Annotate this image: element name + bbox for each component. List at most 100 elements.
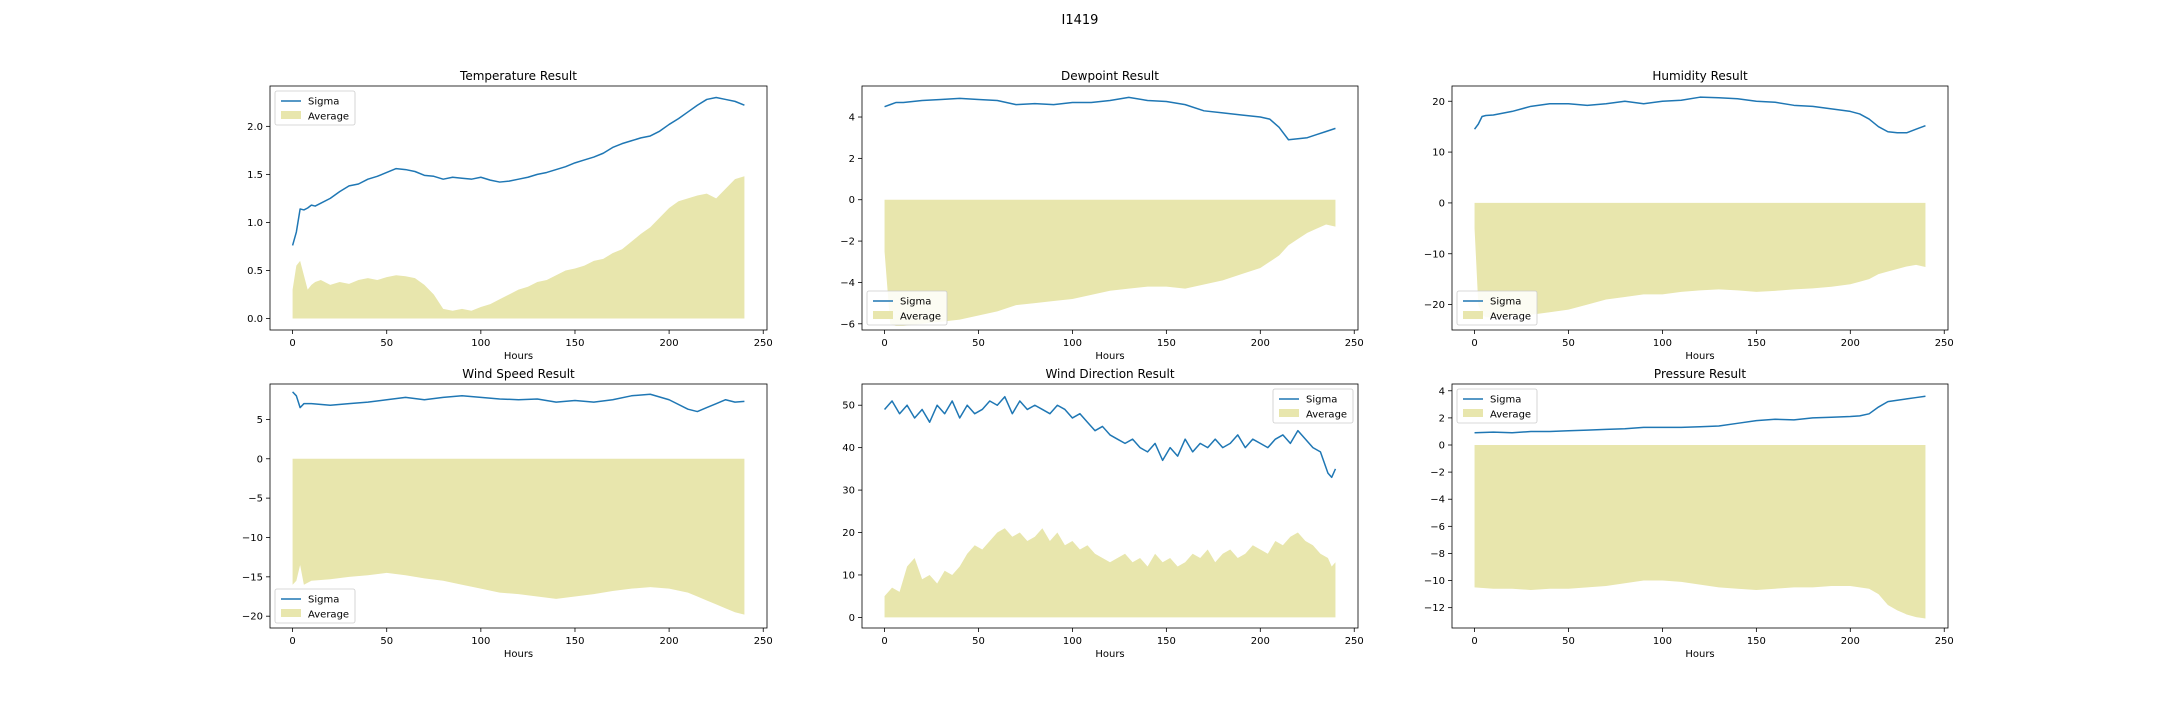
x-tick-label: 250 [754,636,773,647]
x-tick-label: 100 [1653,338,1672,349]
x-tick-label: 250 [1345,338,1364,349]
axes-frame [1451,85,1949,331]
series-line-sigma [884,96,1336,141]
y-tick-label: 0 [257,454,263,465]
x-tick-label: 100 [1063,636,1082,647]
chart-title: Temperature Result [459,69,577,83]
x-tick-label: 50 [1562,636,1575,647]
x-tick-label: 50 [972,636,985,647]
y-tick-label: −2 [1430,468,1445,479]
x-axis-label: Hours [1095,351,1124,362]
chart-panel-4: 0 50 100 150 200 250 −20 −15 −10 −5 0 5 Wind Speed R… [242,367,773,660]
x-tick-label: 0 [881,636,887,647]
x-tick-label: 150 [1157,338,1176,349]
legend-label-average: Average [1490,410,1531,421]
legend: Sigma Average [1456,388,1538,424]
y-tick-label: 2.0 [247,122,263,133]
y-tick-label: −10 [1424,576,1445,587]
legend: Sigma Average [1456,290,1538,326]
x-tick-label: 150 [1747,636,1766,647]
x-tick-label: 200 [1251,338,1270,349]
x-tick-label: 150 [565,338,584,349]
y-tick-label: 10 [842,570,855,581]
series-line-sigma [291,96,745,246]
chart-title: Wind Direction Result [1045,367,1174,381]
series-area-average [884,528,1336,618]
figure-suptitle: I1419 [1062,13,1099,28]
x-tick-label: 250 [1935,338,1954,349]
series-area-average [1474,445,1926,619]
y-tick-label: 0 [1439,441,1445,452]
chart-panel-5: 0 50 100 150 200 250 0 10 20 30 40 50 Wind Direction… [842,367,1364,660]
legend-swatch-average [1463,311,1483,319]
series-line-sigma [292,391,745,413]
y-tick-label: 0 [849,613,855,624]
series-area-average [1474,202,1926,318]
legend-swatch-average [281,609,301,617]
legend: Sigma Average [1272,388,1354,424]
y-tick-label: −6 [1430,522,1445,533]
legend-label-average: Average [308,610,349,621]
legend: Sigma Average [274,588,356,624]
x-tick-label: 200 [1251,636,1270,647]
y-tick-label: −6 [840,319,855,330]
chart-panel-1: 0 50 100 150 200 250 0.0 0.5 1.0 1.5 2.0 Temperatur… [247,69,773,362]
legend-swatch-average [873,311,893,319]
chart-panel-2: 0 50 100 150 200 250 −6 −4 −2 0 2 4 Dewpoint Result H… [840,69,1364,362]
y-tick-label: 4 [1439,386,1445,397]
y-tick-label: −8 [1430,549,1445,560]
y-tick-label: −10 [1424,249,1445,260]
series-line-sigma [1473,96,1926,134]
x-tick-label: 150 [565,636,584,647]
x-tick-label: 0 [881,338,887,349]
legend-label-sigma: Sigma [308,97,339,108]
x-tick-label: 150 [1747,338,1766,349]
x-tick-label: 100 [1063,338,1082,349]
x-tick-label: 100 [471,636,490,647]
y-tick-label: 40 [842,443,855,454]
y-tick-label: −15 [242,572,263,583]
x-tick-label: 0 [289,338,295,349]
x-tick-label: 0 [1471,338,1477,349]
legend-label-sigma: Sigma [308,595,339,606]
y-tick-label: −5 [248,494,263,505]
y-tick-label: −20 [242,612,263,623]
y-tick-label: 2 [849,154,855,165]
legend-swatch-average [1279,409,1299,417]
y-tick-label: 2 [1439,413,1445,424]
x-tick-label: 250 [1935,636,1954,647]
x-tick-label: 150 [1157,636,1176,647]
chart-panel-6: 0 50 100 150 200 250 −12 −10 −8 −6 −4 −2 0 2 4 Pressure… [1424,367,1954,660]
x-tick-label: 200 [1841,636,1860,647]
legend-label-average: Average [308,112,349,123]
y-tick-label: 5 [257,415,263,426]
series-line-sigma [883,395,1337,479]
x-tick-label: 50 [380,338,393,349]
y-tick-label: 10 [1432,148,1445,159]
x-tick-label: 200 [1841,338,1860,349]
x-tick-label: 50 [380,636,393,647]
y-tick-label: −2 [840,237,855,248]
axes-frame [269,85,768,331]
axes-frame [269,383,768,629]
legend-label-sigma: Sigma [1490,297,1521,308]
axes-frame [861,383,1359,629]
legend-label-sigma: Sigma [1490,395,1521,406]
legend-label-average: Average [1306,410,1347,421]
x-axis-label: Hours [504,649,533,660]
chart-title: Dewpoint Result [1061,69,1159,83]
y-tick-label: −4 [1430,495,1445,506]
series-area-average [292,176,745,319]
legend-swatch-average [1463,409,1483,417]
y-tick-label: 0 [1439,198,1445,209]
x-tick-label: 0 [289,636,295,647]
chart-title: Pressure Result [1654,367,1746,381]
x-axis-label: Hours [1685,649,1714,660]
x-tick-label: 200 [660,338,679,349]
legend-label-sigma: Sigma [900,297,931,308]
axes-frame [1451,383,1949,629]
y-tick-label: 4 [849,113,855,124]
x-tick-label: 200 [660,636,679,647]
chart-panel-3: 0 50 100 150 200 250 −20 −10 0 10 20 Humidity Resul… [1424,69,1954,362]
